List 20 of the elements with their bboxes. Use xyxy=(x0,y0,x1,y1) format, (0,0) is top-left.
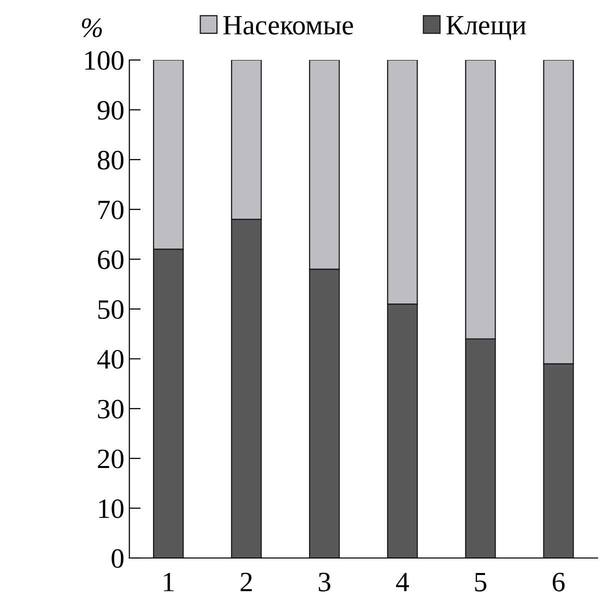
y-tick-label: 10 xyxy=(99,499,124,518)
x-tick-label: 2 xyxy=(240,572,252,592)
x-tick-label: 3 xyxy=(318,572,330,592)
legend-label: Клещи xyxy=(446,16,526,40)
y-axis-title: % xyxy=(82,18,102,38)
y-tick-label: 80 xyxy=(98,150,124,170)
y-tick-label: 50 xyxy=(98,300,124,319)
y-tick-label: 90 xyxy=(98,100,124,120)
legend-label: Насекомые xyxy=(223,16,353,35)
y-tick-label: 30 xyxy=(98,400,124,419)
y-tick-label: 40 xyxy=(97,350,124,369)
x-tick-label: 4 xyxy=(396,572,409,592)
x-tick-label: 5 xyxy=(475,572,486,592)
y-tick-label: 70 xyxy=(98,200,124,220)
x-tick-label: 6 xyxy=(552,572,565,592)
y-tick-label: 20 xyxy=(98,450,124,468)
y-tick-label: 60 xyxy=(98,250,124,270)
x-tick-label: 1 xyxy=(164,572,174,592)
y-tick-label: 0 xyxy=(112,549,124,568)
y-tick-label: 100 xyxy=(85,51,124,70)
